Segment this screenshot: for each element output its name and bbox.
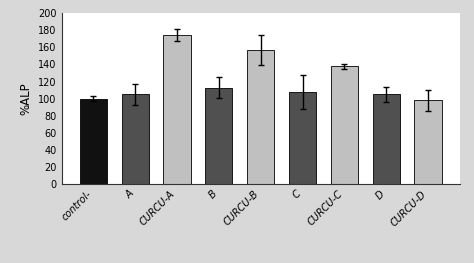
Bar: [205, 88, 232, 184]
Bar: [414, 100, 442, 184]
Bar: [247, 50, 274, 184]
Y-axis label: %ALP: %ALP: [20, 82, 33, 115]
Bar: [80, 99, 107, 184]
Bar: [164, 34, 191, 184]
Bar: [331, 66, 358, 184]
Bar: [289, 92, 316, 184]
Bar: [373, 94, 400, 184]
Bar: [121, 94, 149, 184]
